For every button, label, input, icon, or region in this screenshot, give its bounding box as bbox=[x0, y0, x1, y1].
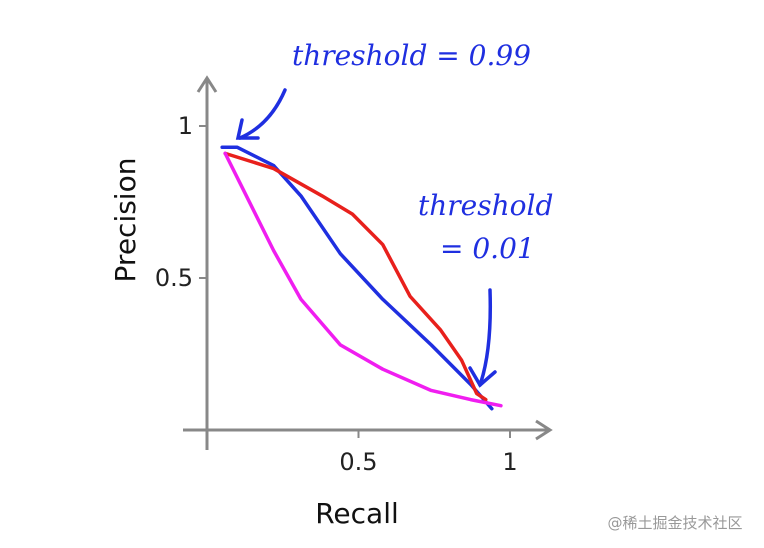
line-series bbox=[223, 151, 488, 402]
y-tick-label: 1 bbox=[178, 112, 193, 140]
watermark: @稀土掘金技术社区 bbox=[607, 514, 742, 532]
y-tick-label: 0.5 bbox=[155, 264, 193, 292]
x-axis-arrow bbox=[535, 419, 553, 441]
annotation: = 0.01 bbox=[440, 232, 535, 265]
y-axis-label: Precision bbox=[109, 158, 142, 283]
axes bbox=[183, 75, 553, 450]
x-tick-label: 0.5 bbox=[339, 448, 377, 476]
line-series bbox=[220, 145, 494, 411]
x-tick-label: 1 bbox=[502, 448, 517, 476]
arrow-head bbox=[468, 366, 497, 388]
y-axis-arrow bbox=[196, 75, 218, 93]
annotation-arrows bbox=[235, 88, 497, 388]
annotation: threshold bbox=[418, 189, 553, 222]
x-axis-label: Recall bbox=[315, 497, 399, 530]
line-series bbox=[223, 151, 503, 408]
arrow bbox=[478, 288, 493, 387]
annotation: threshold = 0.99 bbox=[292, 39, 531, 72]
arrow-head bbox=[235, 118, 260, 140]
arrow bbox=[238, 88, 287, 140]
